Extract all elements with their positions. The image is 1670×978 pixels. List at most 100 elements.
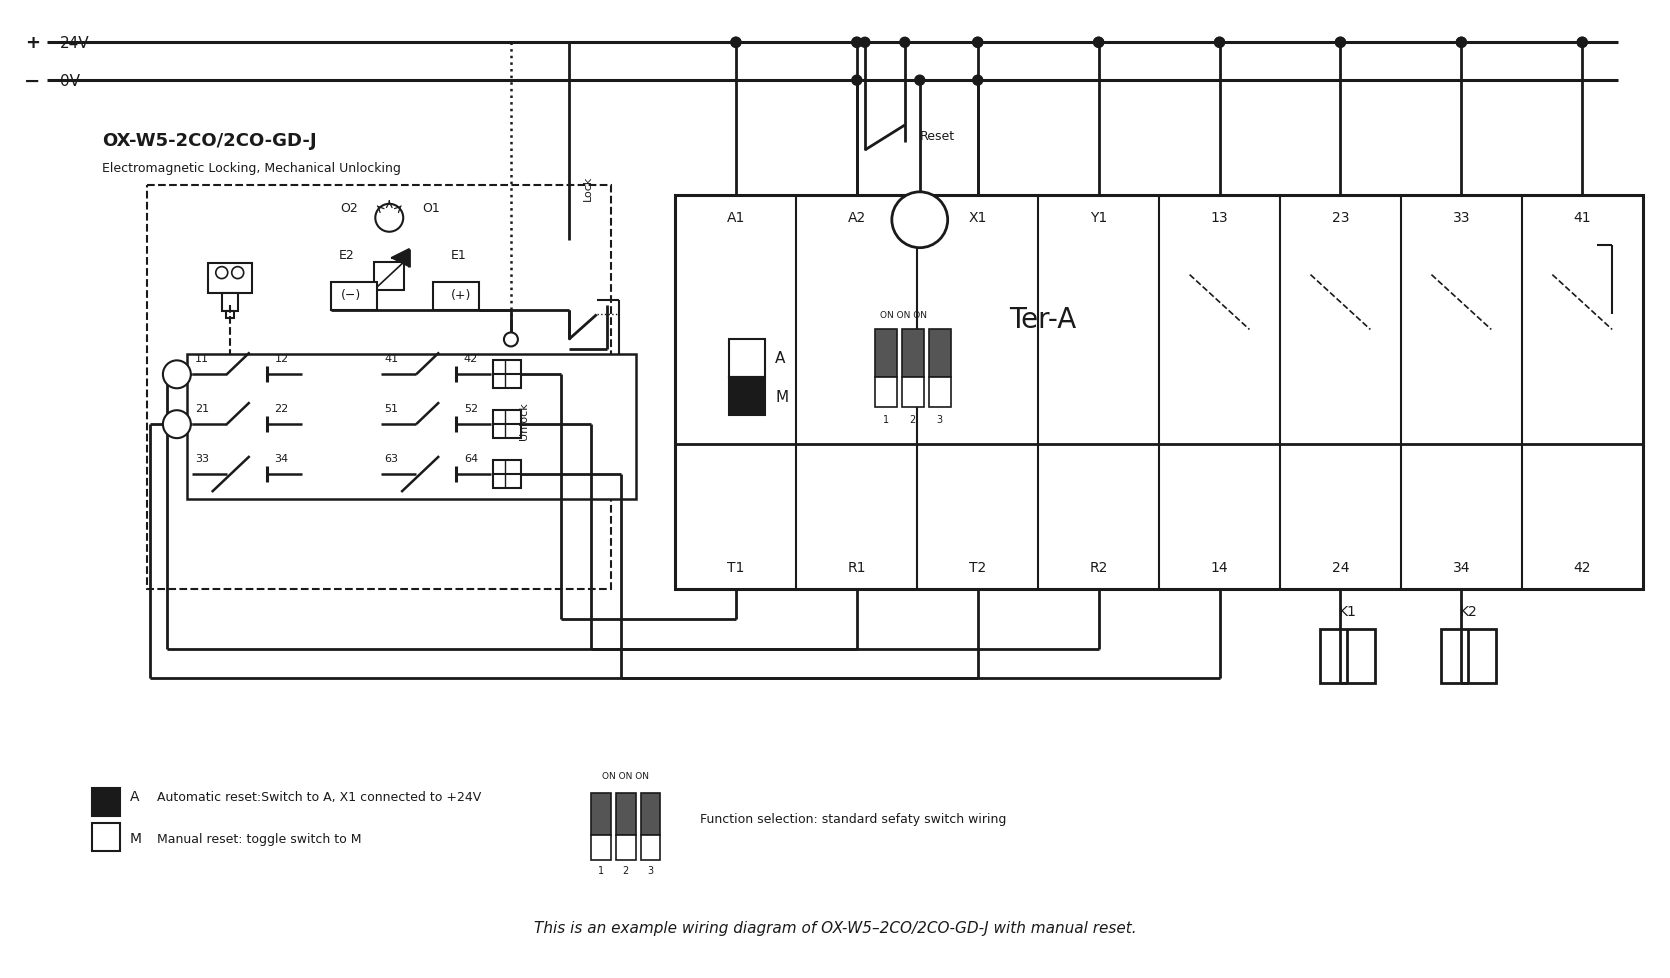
Text: 51: 51 <box>384 404 397 414</box>
Bar <box>616 835 636 860</box>
Text: 42: 42 <box>464 354 478 364</box>
Bar <box>929 378 950 408</box>
Circle shape <box>852 38 862 48</box>
Text: Manual reset: toggle switch to M: Manual reset: toggle switch to M <box>157 831 361 845</box>
Bar <box>493 361 521 389</box>
Bar <box>641 793 661 835</box>
Text: X1: X1 <box>969 210 987 225</box>
Text: 22: 22 <box>274 404 289 414</box>
Text: 2: 2 <box>910 415 915 424</box>
Text: Ter-A: Ter-A <box>1009 306 1077 334</box>
Text: M: M <box>775 389 788 404</box>
Circle shape <box>731 38 741 48</box>
Text: 2: 2 <box>623 865 628 875</box>
Circle shape <box>1456 38 1466 48</box>
Text: T2: T2 <box>969 560 987 574</box>
Circle shape <box>164 411 190 439</box>
Text: 3: 3 <box>648 865 653 875</box>
Text: OX-W5-2CO/2CO-GD-J: OX-W5-2CO/2CO-GD-J <box>102 132 317 150</box>
Bar <box>374 262 404 290</box>
Text: R2: R2 <box>1089 560 1107 574</box>
Circle shape <box>1336 38 1346 48</box>
Text: 33: 33 <box>195 454 209 464</box>
Text: 1: 1 <box>883 415 888 424</box>
Circle shape <box>1456 38 1466 48</box>
Text: 52: 52 <box>464 404 478 414</box>
Circle shape <box>215 267 227 280</box>
Text: 41: 41 <box>384 354 399 364</box>
Text: 3: 3 <box>937 415 944 424</box>
Bar <box>616 793 636 835</box>
Text: 14: 14 <box>1211 560 1229 574</box>
Text: (+): (+) <box>451 289 471 302</box>
Text: 42: 42 <box>1573 560 1592 574</box>
Text: (−): (−) <box>341 289 361 302</box>
Text: Reset: Reset <box>920 129 955 143</box>
Bar <box>591 835 611 860</box>
Bar <box>929 331 950 378</box>
Text: Y1: Y1 <box>1091 210 1107 225</box>
Text: O1: O1 <box>423 202 439 215</box>
Circle shape <box>900 38 910 48</box>
Bar <box>875 331 897 378</box>
Text: T1: T1 <box>726 560 745 574</box>
Text: E2: E2 <box>339 249 354 262</box>
Polygon shape <box>391 249 409 267</box>
Bar <box>207 263 252 293</box>
Text: K1: K1 <box>1338 604 1356 618</box>
Circle shape <box>164 361 190 389</box>
Circle shape <box>852 38 862 48</box>
Circle shape <box>892 193 947 248</box>
Bar <box>222 293 237 311</box>
Bar <box>92 788 120 817</box>
Bar <box>493 461 521 488</box>
Circle shape <box>504 333 518 347</box>
Bar <box>902 331 924 378</box>
Bar <box>675 196 1643 589</box>
Text: A: A <box>775 350 785 366</box>
Bar <box>493 411 521 439</box>
Circle shape <box>972 76 982 86</box>
Bar <box>730 340 765 378</box>
Text: 63: 63 <box>384 454 397 464</box>
Bar <box>433 283 479 310</box>
Bar <box>730 378 765 416</box>
Circle shape <box>1094 38 1104 48</box>
Text: 11: 11 <box>195 354 209 364</box>
Text: 1: 1 <box>598 865 605 875</box>
Text: 41: 41 <box>1573 210 1592 225</box>
Circle shape <box>1214 38 1224 48</box>
Text: Lock: Lock <box>583 175 593 200</box>
Bar <box>591 793 611 835</box>
Text: 34: 34 <box>1453 560 1470 574</box>
Text: 64: 64 <box>464 454 478 464</box>
Text: Automatic reset:Switch to A, X1 connected to +24V: Automatic reset:Switch to A, X1 connecte… <box>157 790 481 803</box>
Bar <box>1321 629 1376 684</box>
Text: Unlock: Unlock <box>519 402 529 440</box>
Text: 21: 21 <box>195 404 209 414</box>
Circle shape <box>1094 38 1104 48</box>
Text: 34: 34 <box>274 454 289 464</box>
Circle shape <box>1336 38 1346 48</box>
Circle shape <box>731 38 741 48</box>
Text: This is an example wiring diagram of OX-W5–2CO/2CO-GD-J with manual reset.: This is an example wiring diagram of OX-… <box>534 920 1136 935</box>
Text: E1: E1 <box>451 249 468 262</box>
Circle shape <box>1214 38 1224 48</box>
Bar <box>1441 629 1496 684</box>
Circle shape <box>1576 38 1586 48</box>
Text: O2: O2 <box>341 202 359 215</box>
Circle shape <box>972 38 982 48</box>
Circle shape <box>852 76 862 86</box>
Bar <box>92 823 120 851</box>
Bar <box>331 283 377 310</box>
Text: 13: 13 <box>1211 210 1229 225</box>
Circle shape <box>860 38 870 48</box>
Text: 24V: 24V <box>60 36 90 51</box>
Text: 23: 23 <box>1331 210 1349 225</box>
Text: −: − <box>23 71 40 91</box>
Bar <box>875 378 897 408</box>
Text: 0V: 0V <box>60 73 80 89</box>
Bar <box>187 355 636 500</box>
Circle shape <box>1576 38 1586 48</box>
Text: R1: R1 <box>848 560 867 574</box>
